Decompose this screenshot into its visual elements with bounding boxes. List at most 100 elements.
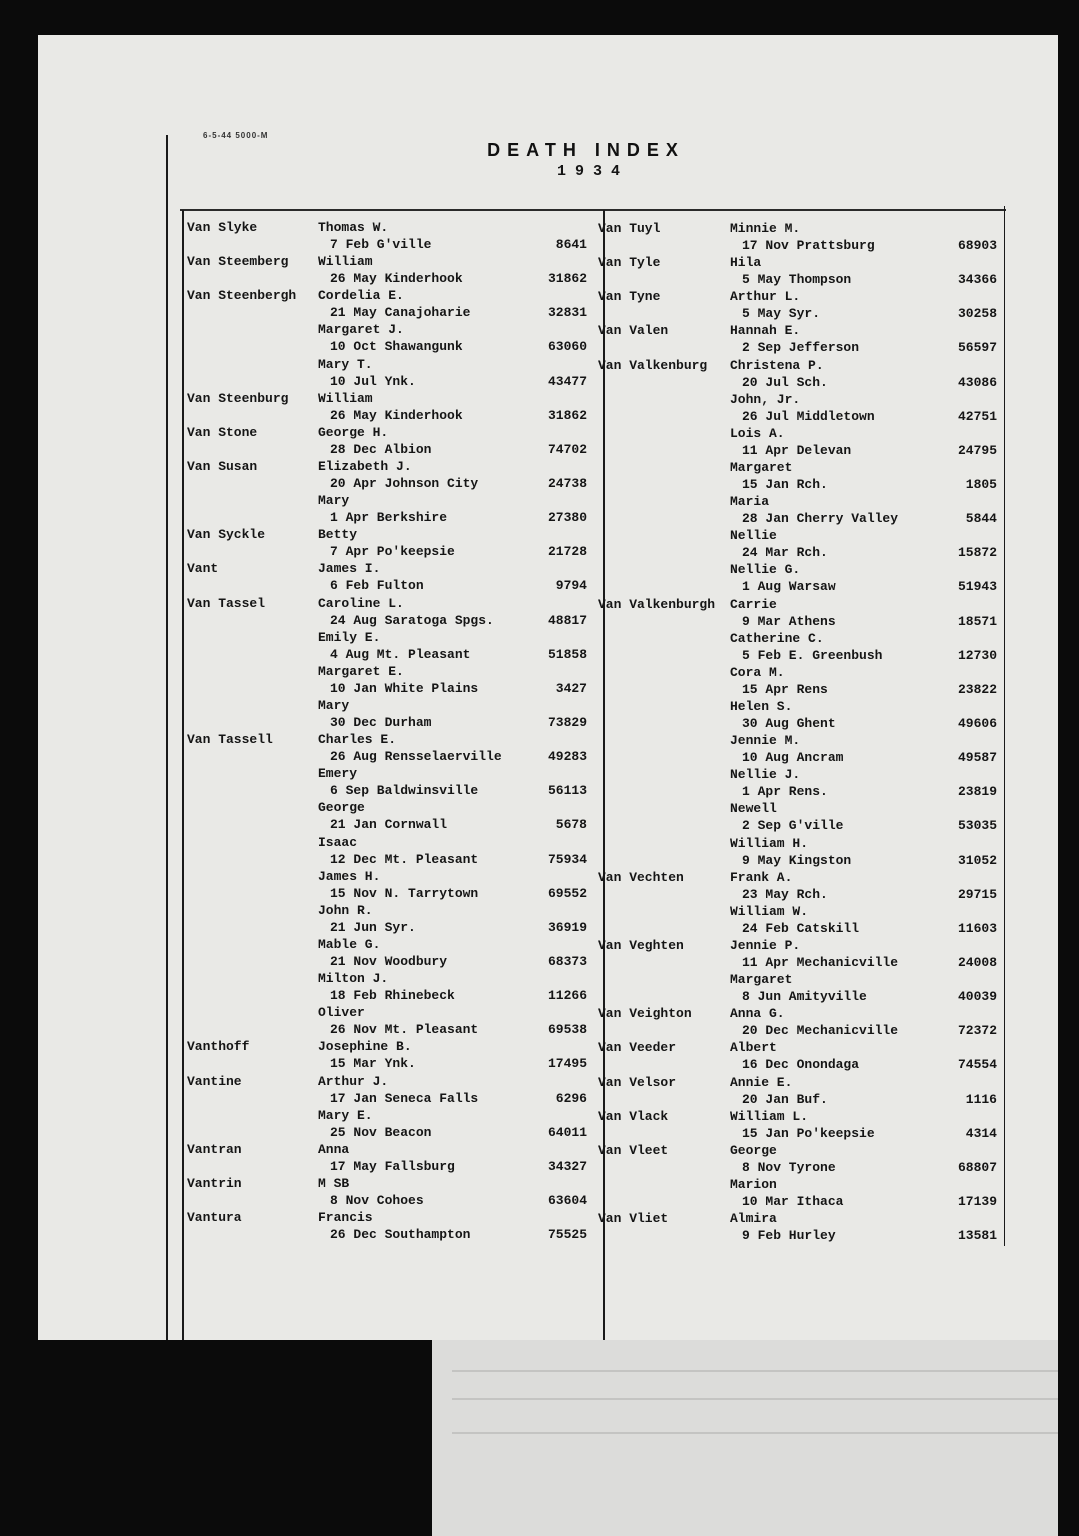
given-name: Hannah E.: [730, 323, 801, 339]
given-name: Mary T.: [318, 356, 373, 372]
given-name: Marion: [730, 1176, 777, 1192]
certificate-number: 31862: [547, 271, 587, 287]
given-name: Frank A.: [730, 869, 793, 885]
given-name: Christena P.: [730, 357, 824, 373]
surname: Van Steemberg: [187, 254, 289, 270]
death-date-place: 24 Feb Catskill: [742, 920, 860, 936]
surname: Van Valkenburgh: [598, 596, 716, 612]
certificate-number: 49587: [957, 750, 997, 766]
certificate-number: 17139: [957, 1193, 997, 1209]
surname: Van Tyle: [598, 255, 661, 271]
death-date-place: 26 Aug Rensselaerville: [330, 749, 502, 765]
given-name: George: [730, 1142, 777, 1158]
given-name: M SB: [318, 1175, 350, 1191]
surname: Van Vechten: [598, 869, 684, 885]
certificate-number: 48817: [547, 612, 587, 628]
given-name: Cordelia E.: [318, 288, 404, 304]
certificate-number: 21728: [547, 544, 587, 560]
surname: Vantine: [187, 1073, 242, 1089]
death-date-place: 7 Feb G'ville: [330, 237, 432, 253]
death-date-place: 12 Dec Mt. Pleasant: [330, 851, 479, 867]
certificate-number: 51858: [547, 646, 587, 662]
certificate-number: 64011: [547, 1124, 587, 1140]
certificate-number: 31052: [957, 852, 997, 868]
death-date-place: 2 Sep G'ville: [742, 818, 844, 834]
death-date-place: 8 Nov Cohoes: [330, 1192, 424, 1208]
surname: Vant: [187, 561, 219, 577]
surname: Vanthoff: [187, 1039, 250, 1055]
surname: Van Tuyl: [598, 221, 661, 236]
death-date-place: 28 Dec Albion: [330, 441, 432, 457]
certificate-number: 75525: [547, 1227, 587, 1243]
column-divider: [603, 210, 605, 1340]
certificate-number: 51943: [957, 579, 997, 595]
given-name: William: [318, 254, 373, 270]
given-name: Margaret J.: [318, 322, 404, 338]
given-name: Anna: [318, 1141, 350, 1157]
death-date-place: 10 Jan White Plains: [330, 680, 479, 696]
given-name: Oliver: [318, 1005, 365, 1021]
certificate-number: 23822: [957, 681, 997, 697]
death-date-place: 11 Apr Mechanicville: [742, 955, 899, 970]
given-name: William W.: [730, 903, 809, 919]
certificate-number: 74702: [547, 441, 587, 457]
surname: Van Susan: [187, 458, 258, 474]
certificate-number: 32831: [547, 305, 587, 321]
death-date-place: 17 Jan Seneca Falls: [330, 1090, 479, 1106]
given-name: Francis: [318, 1210, 373, 1226]
given-name: Nellie J.: [730, 767, 801, 783]
certificate-number: 15872: [957, 545, 997, 561]
year: 1934: [556, 163, 629, 180]
certificate-number: 49606: [957, 716, 997, 732]
given-name: Josephine B.: [318, 1039, 412, 1055]
certificate-number: 9794: [555, 578, 587, 594]
given-name: Mary E.: [318, 1107, 373, 1123]
certificate-number: 24008: [957, 955, 997, 970]
death-date-place: 1 Apr Rens.: [742, 784, 828, 800]
death-date-place: 6 Sep Baldwinsville: [330, 783, 479, 799]
death-date-place: 20 Dec Mechanicville: [742, 1023, 899, 1039]
death-date-place: 9 Mar Athens: [742, 613, 836, 629]
given-name: James I.: [318, 561, 381, 577]
certificate-number: 27380: [547, 510, 587, 526]
given-name: Anna G.: [730, 1006, 785, 1022]
certificate-number: 34366: [957, 272, 997, 288]
death-date-place: 9 May Kingston: [742, 852, 852, 868]
death-date-place: 11 Apr Delevan: [742, 442, 852, 458]
table-right-border: [1004, 206, 1005, 1246]
given-name: Albert: [730, 1040, 777, 1056]
given-name: Almira: [730, 1211, 777, 1227]
given-name: Nellie G.: [730, 562, 801, 578]
certificate-number: 5844: [965, 511, 997, 527]
certificate-number: 43477: [547, 373, 587, 389]
margin-line: [166, 135, 168, 1340]
surname: Van Vleet: [598, 1142, 669, 1158]
death-date-place: 15 Jan Po'keepsie: [742, 1125, 875, 1141]
given-name: George: [318, 800, 365, 816]
death-date-place: 24 Aug Saratoga Spgs.: [330, 612, 494, 628]
certificate-number: 75934: [547, 851, 587, 867]
given-name: Betty: [318, 527, 358, 543]
death-date-place: 20 Apr Johnson City: [330, 476, 479, 492]
death-date-place: 21 Jan Cornwall: [330, 817, 448, 833]
certificate-number: 23819: [957, 784, 997, 800]
certificate-number: 30258: [957, 306, 997, 322]
certificate-number: 4314: [965, 1125, 997, 1141]
death-date-place: 26 Jul Middletown: [742, 408, 875, 424]
certificate-number: 18571: [957, 613, 997, 629]
death-date-place: 10 Jul Ynk.: [330, 373, 416, 389]
death-date-place: 18 Feb Rhinebeck: [330, 988, 455, 1004]
given-name: Mary: [318, 493, 350, 509]
surname: Vantura: [187, 1210, 242, 1226]
given-name: Caroline L.: [318, 595, 404, 611]
given-name: William: [318, 390, 373, 406]
given-name: James H.: [318, 868, 381, 884]
death-date-place: 30 Aug Ghent: [742, 716, 836, 732]
underlying-page-strip: [432, 1340, 1058, 1536]
death-date-place: 2 Sep Jefferson: [742, 340, 860, 356]
certificate-number: 49283: [547, 749, 587, 765]
given-name: Carrie: [730, 596, 777, 612]
certificate-number: 36919: [547, 919, 587, 935]
given-name: Nellie: [730, 528, 777, 544]
death-date-place: 8 Jun Amityville: [742, 989, 867, 1005]
